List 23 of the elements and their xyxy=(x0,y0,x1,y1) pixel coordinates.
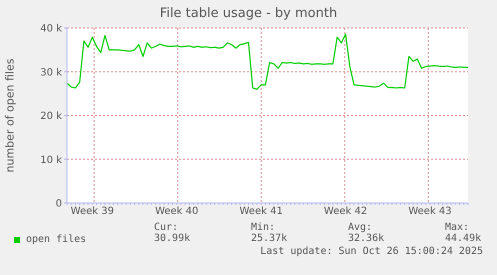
line-series xyxy=(66,34,469,90)
text: Min: xyxy=(251,222,276,233)
text: Avg: xyxy=(348,222,374,233)
text: Last update: Sun Oct 26 15:00:24 2025 xyxy=(260,246,483,257)
y-tick-label: 10 k xyxy=(40,154,62,166)
x-tick-label: Week 42 xyxy=(324,206,368,218)
legend-label: open files xyxy=(25,234,86,245)
y-tick-label: 20 k xyxy=(40,111,62,122)
x-tick-label: Week 40 xyxy=(155,206,198,218)
y-tick-label: 0 xyxy=(56,198,62,210)
y-tick-label: 40 k xyxy=(40,24,62,35)
x-tick-label: Week 43 xyxy=(408,206,452,218)
x-tick-label: Week 41 xyxy=(240,206,283,218)
text: Max: xyxy=(445,222,470,233)
text: 32.36k xyxy=(348,233,384,244)
text: Cur: xyxy=(154,222,180,233)
text: 44.49k xyxy=(445,233,482,244)
text: 25.37k xyxy=(251,233,288,244)
y-axis-title: number of open files xyxy=(4,58,16,172)
text: 30.99k xyxy=(154,233,190,244)
y-tick-label: 30 k xyxy=(40,67,62,78)
x-tick-label: Week 39 xyxy=(70,206,114,218)
chart-title: File table usage - by month xyxy=(158,6,338,21)
